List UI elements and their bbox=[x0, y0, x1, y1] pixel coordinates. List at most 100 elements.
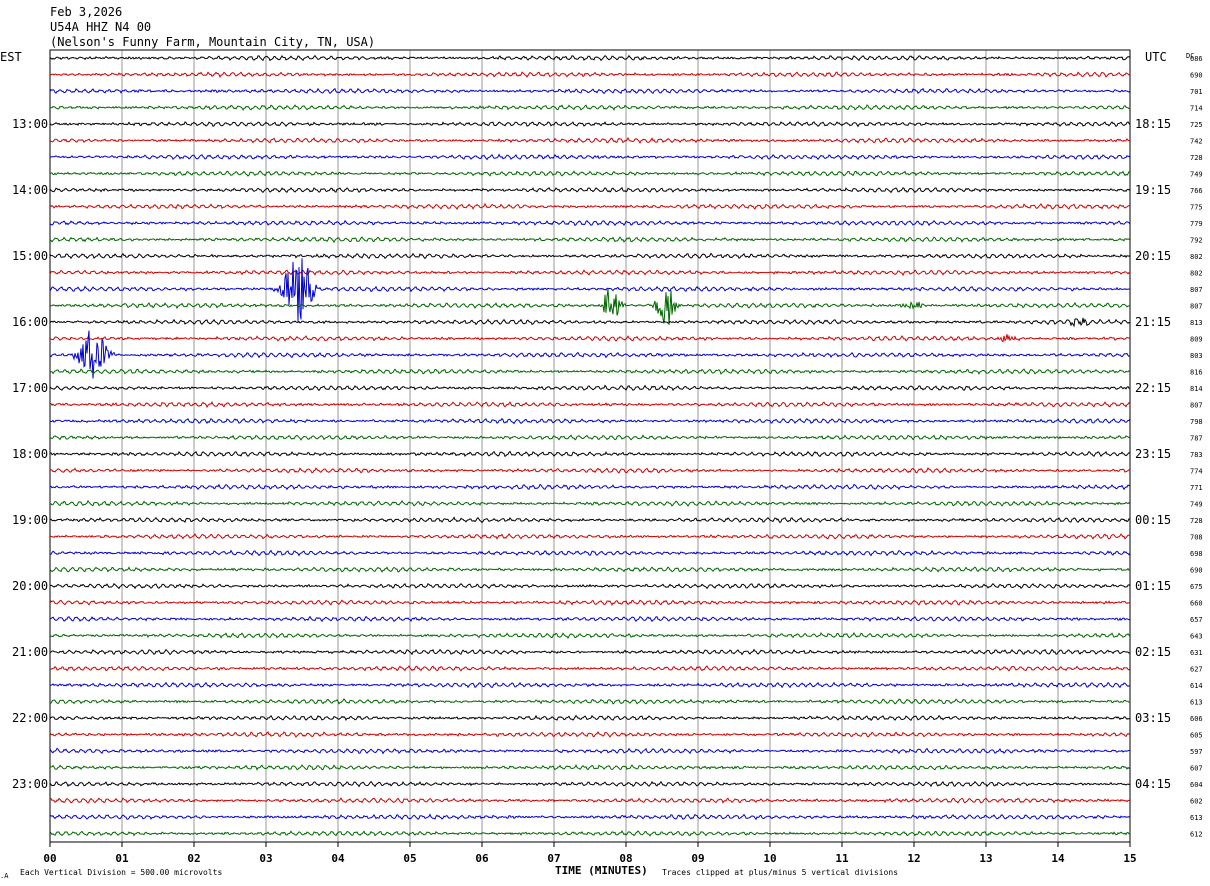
seismic-trace-22 bbox=[49, 417, 1131, 425]
seismic-trace-42 bbox=[49, 747, 1131, 755]
dc-offset-label: 814 bbox=[1190, 385, 1203, 393]
dc-offset-label: 816 bbox=[1190, 369, 1203, 377]
seismic-trace-24 bbox=[49, 450, 1131, 458]
dc-offset-label: 698 bbox=[1190, 550, 1203, 558]
dc-offset-label: 612 bbox=[1190, 831, 1203, 839]
seismic-trace-39 bbox=[49, 698, 1131, 705]
x-tick-label: 08 bbox=[619, 852, 632, 865]
location-label: (Nelson's Funny Farm, Mountain City, TN,… bbox=[50, 35, 375, 49]
dc-offset-label: 803 bbox=[1190, 352, 1203, 360]
seismic-trace-31 bbox=[49, 566, 1131, 573]
dc-offset-label: 792 bbox=[1190, 237, 1203, 245]
utc-hour-label: 23:15 bbox=[1135, 447, 1171, 461]
x-tick-label: 11 bbox=[835, 852, 849, 865]
dc-offset-label: 614 bbox=[1190, 682, 1203, 690]
est-hour-label: 19:00 bbox=[12, 513, 48, 527]
x-tick-label: 06 bbox=[475, 852, 489, 865]
x-tick-label: 03 bbox=[259, 852, 272, 865]
est-hour-label: 20:00 bbox=[12, 579, 48, 593]
scale-note: Each Vertical Division = 500.00 microvol… bbox=[20, 868, 222, 877]
est-hour-label: 21:00 bbox=[12, 645, 48, 659]
dc-offset-label: 749 bbox=[1190, 501, 1203, 509]
seismic-trace-9 bbox=[49, 202, 1131, 210]
dc-offset-label: 708 bbox=[1190, 534, 1203, 542]
x-tick-label: 13 bbox=[979, 852, 992, 865]
dc-offset-label: 686 bbox=[1190, 55, 1203, 63]
utc-hour-label: 03:15 bbox=[1135, 711, 1171, 725]
seismic-trace-8 bbox=[49, 186, 1131, 194]
x-tick-label: 01 bbox=[115, 852, 129, 865]
x-tick-label: 05 bbox=[403, 852, 416, 865]
seismic-trace-27 bbox=[50, 499, 1131, 507]
dc-offset-label: 807 bbox=[1190, 303, 1203, 311]
est-hour-label: 17:00 bbox=[12, 381, 48, 395]
seismic-trace-6 bbox=[49, 153, 1131, 161]
dc-offset-label: 775 bbox=[1190, 204, 1203, 212]
seismic-trace-4 bbox=[49, 121, 1131, 128]
seismic-trace-2 bbox=[49, 87, 1131, 95]
utc-hour-label: 21:15 bbox=[1135, 315, 1171, 329]
est-hour-label: 15:00 bbox=[12, 249, 48, 263]
utc-hour-label: 20:15 bbox=[1135, 249, 1171, 263]
dc-offset-label: 627 bbox=[1190, 666, 1203, 674]
dc-offset-label: 766 bbox=[1190, 187, 1203, 195]
x-tick-label: 04 bbox=[331, 852, 345, 865]
seismic-trace-45 bbox=[49, 797, 1131, 804]
est-hour-label: 18:00 bbox=[12, 447, 48, 461]
dc-offset-label: 605 bbox=[1190, 732, 1203, 740]
dc-offset-label: 809 bbox=[1190, 336, 1203, 344]
seismic-trace-40 bbox=[49, 714, 1131, 722]
dc-offset-label: 783 bbox=[1190, 451, 1203, 459]
utc-hour-labels: 18:15 19:15 20:15 21:15 22:15 23:15 00:15 01:15… bbox=[1135, 117, 1171, 791]
x-tick-label: 10 bbox=[763, 852, 776, 865]
seismic-trace-47 bbox=[49, 830, 1131, 837]
dc-offset-label: 675 bbox=[1190, 583, 1203, 591]
dc-offset-label: 604 bbox=[1190, 781, 1203, 789]
seismic-trace-18 bbox=[49, 330, 1131, 379]
seismic-trace-35 bbox=[49, 631, 1131, 639]
seismic-trace-30 bbox=[50, 549, 1131, 557]
seismic-trace-11 bbox=[49, 236, 1131, 244]
dc-offset-label: 749 bbox=[1190, 171, 1203, 179]
seismic-trace-7 bbox=[49, 170, 1131, 177]
seismic-trace-37 bbox=[49, 665, 1131, 672]
dc-offset-label: 807 bbox=[1190, 402, 1203, 410]
dc-offset-label: 728 bbox=[1190, 517, 1203, 525]
est-hour-label: 16:00 bbox=[12, 315, 48, 329]
x-tick-label: 02 bbox=[187, 852, 200, 865]
dc-offset-label: 714 bbox=[1190, 105, 1203, 113]
dc-offset-label: 606 bbox=[1190, 715, 1203, 723]
seismic-trace-46 bbox=[49, 813, 1131, 821]
dc-offset-label: 613 bbox=[1190, 699, 1203, 707]
seismic-trace-26 bbox=[49, 483, 1131, 491]
left-timezone-label: EST bbox=[0, 50, 22, 64]
seismic-trace-41 bbox=[49, 731, 1131, 738]
dc-offset-label: 725 bbox=[1190, 121, 1203, 129]
clip-note: Traces clipped at plus/minus 5 vertical … bbox=[662, 868, 898, 877]
dc-offset-label: 690 bbox=[1190, 567, 1203, 575]
seismic-trace-17 bbox=[49, 334, 1131, 343]
seismic-trace-10 bbox=[49, 219, 1131, 227]
dc-offset-label: 690 bbox=[1190, 72, 1203, 80]
date-label: Feb 3,2026 bbox=[50, 5, 122, 19]
x-tick-label: 07 bbox=[547, 852, 560, 865]
seismic-trace-19 bbox=[49, 368, 1131, 375]
seismic-trace-5 bbox=[49, 136, 1131, 145]
est-hour-label: 14:00 bbox=[12, 183, 48, 197]
seismic-trace-36 bbox=[49, 648, 1130, 656]
dc-offset-label: 701 bbox=[1190, 88, 1203, 96]
seismic-trace-15 bbox=[49, 288, 1131, 325]
dc-offset-label: 807 bbox=[1190, 286, 1203, 294]
dc-offset-label: 798 bbox=[1190, 418, 1203, 426]
dc-offset-label: 742 bbox=[1190, 138, 1203, 146]
utc-hour-label: 18:15 bbox=[1135, 117, 1171, 131]
seismic-trace-20 bbox=[49, 384, 1131, 392]
dc-offset-label: 787 bbox=[1190, 435, 1203, 443]
seismic-trace-13 bbox=[49, 269, 1131, 277]
est-hour-label: 13:00 bbox=[12, 117, 48, 131]
dc-offset-label: 779 bbox=[1190, 220, 1203, 228]
right-timezone-label: UTC bbox=[1145, 50, 1167, 64]
seismic-trace-1 bbox=[49, 71, 1131, 79]
seismic-trace-21 bbox=[49, 401, 1131, 408]
seismic-trace-34 bbox=[49, 615, 1131, 623]
